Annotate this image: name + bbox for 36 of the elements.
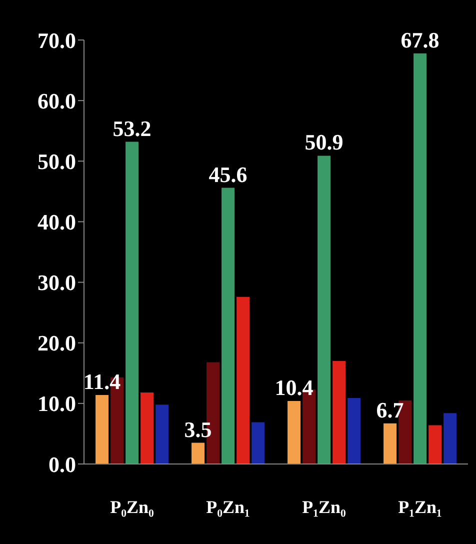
x-tick-label: P₀Zn₁	[206, 496, 250, 517]
bar	[140, 392, 154, 464]
bar	[96, 394, 109, 464]
x-tick-label: P₁Zn₀	[302, 496, 346, 517]
y-tick-label: 70.0	[38, 28, 76, 53]
y-tick-label: 30.0	[38, 270, 76, 296]
bar	[348, 398, 361, 464]
data-label: 3.5	[184, 416, 212, 442]
bar	[192, 442, 205, 464]
y-tick-label: 60.0	[38, 88, 76, 114]
y-tick-label: 10.0	[38, 391, 76, 416]
y-tick-label: 50.0	[38, 148, 76, 174]
y-tick-label: 40.0	[38, 210, 76, 235]
bar	[384, 423, 397, 464]
data-label: 67.8	[400, 27, 440, 52]
data-label: 11.4	[83, 368, 121, 394]
bar	[414, 53, 427, 464]
bar	[222, 188, 235, 464]
data-label: 50.9	[304, 130, 344, 155]
bar	[156, 404, 169, 464]
bar	[444, 413, 457, 464]
bar	[288, 401, 301, 464]
x-tick-label: P₁Zn₁	[398, 496, 442, 517]
data-label: 53.2	[112, 116, 152, 141]
data-label: 45.6	[208, 162, 248, 187]
bar	[318, 156, 331, 464]
x-tick-label: P₀Zn₀	[110, 496, 154, 517]
bar	[126, 142, 139, 464]
bar	[332, 361, 346, 464]
data-label: 10.4	[274, 375, 314, 400]
y-tick-label: 20.0	[38, 330, 76, 356]
bar	[252, 422, 265, 464]
bar	[428, 425, 442, 464]
data-label: 6.7	[376, 397, 404, 422]
y-tick-label: 0.0	[48, 452, 76, 477]
bar	[236, 296, 250, 464]
